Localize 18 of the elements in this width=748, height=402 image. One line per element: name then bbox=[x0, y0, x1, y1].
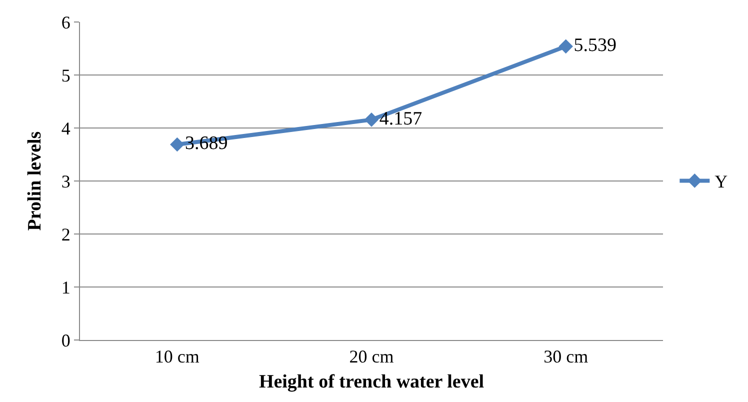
x-axis-title: Height of trench water level bbox=[258, 371, 484, 392]
y-tick-label: 6 bbox=[61, 12, 70, 32]
data-label: 4.157 bbox=[379, 108, 422, 130]
point bbox=[558, 39, 573, 54]
x-tick-label: 30 cm bbox=[544, 346, 588, 367]
data-label: 5.539 bbox=[574, 35, 616, 56]
x-tick-label: 10 cm bbox=[154, 346, 200, 367]
y-tick-label: 5 bbox=[61, 65, 70, 86]
point bbox=[364, 112, 379, 127]
y-tick-label: 2 bbox=[61, 224, 70, 244]
y-tick-label: 3 bbox=[61, 171, 70, 192]
x-tick-label: 20 cm bbox=[349, 346, 394, 367]
y-tick-label: 4 bbox=[61, 118, 70, 138]
y-axis-title: Prolin levels bbox=[24, 131, 46, 231]
legend-label: Y bbox=[714, 172, 728, 192]
y-tick-label: 0 bbox=[61, 330, 70, 350]
y-tick-label: 1 bbox=[61, 277, 70, 298]
point bbox=[170, 137, 184, 152]
